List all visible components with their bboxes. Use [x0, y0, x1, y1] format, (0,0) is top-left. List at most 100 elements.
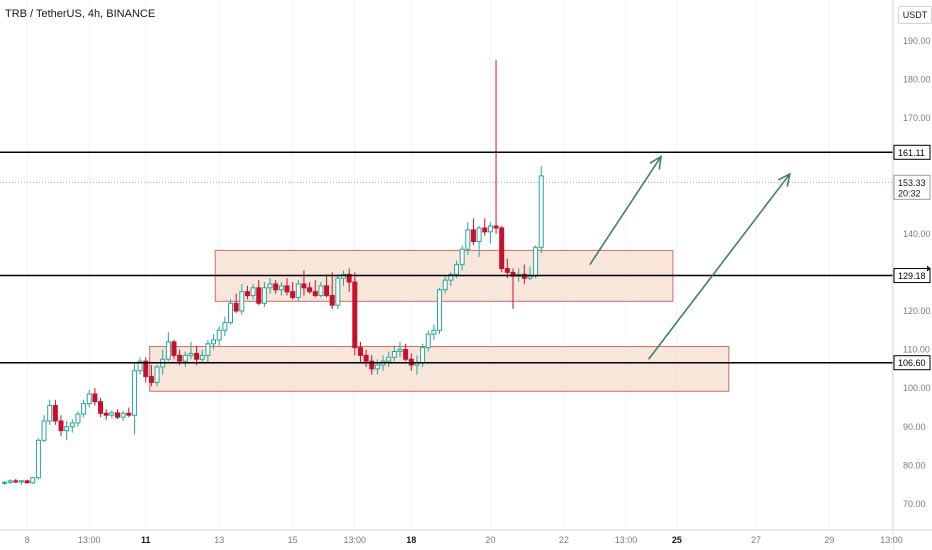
x-tick-label: 22: [559, 535, 569, 545]
candle-body: [301, 283, 307, 289]
y-tick-label: 120.00: [903, 306, 931, 316]
y-tick-label: 140.00: [903, 229, 931, 239]
candle-body: [131, 370, 137, 416]
candle-body: [324, 285, 330, 297]
candle-body: [244, 291, 250, 297]
candle-body: [437, 289, 443, 331]
candle-body: [420, 347, 426, 364]
candle-body: [35, 439, 41, 479]
x-tick-label: 13:00: [615, 535, 638, 545]
y-tick-label: 110.00: [903, 345, 930, 355]
candle-body: [148, 376, 154, 383]
candle-body: [470, 229, 476, 242]
candle-body: [233, 302, 239, 312]
candle-body: [98, 401, 104, 414]
candle-body: [177, 354, 183, 362]
x-tick-label: 15: [288, 535, 298, 545]
edge-marker-icon: [927, 265, 931, 272]
candle-body: [267, 283, 273, 289]
x-tick-label: 8: [25, 535, 30, 545]
candle-body: [442, 279, 448, 291]
candle-body: [403, 349, 409, 360]
candle-body: [75, 413, 81, 424]
candle-body: [335, 277, 341, 306]
candle-body: [256, 287, 262, 304]
candle-body: [143, 360, 149, 378]
countdown-label: 20:32: [898, 188, 921, 198]
candle-body: [369, 360, 375, 370]
candle-body: [228, 302, 233, 324]
last-price-label: 153.33: [898, 178, 926, 188]
last-price-tag: [893, 174, 931, 200]
candle-body: [199, 354, 205, 360]
y-tick-label: 170.00: [903, 113, 931, 123]
candle-body: [318, 285, 324, 297]
level-price-tag: [893, 144, 931, 160]
candle-body: [448, 273, 454, 281]
x-tick-label: 13:00: [880, 535, 903, 545]
candle-body: [126, 412, 132, 416]
candle-body: [7, 480, 13, 483]
candle-body: [295, 283, 301, 298]
candle-body: [69, 422, 75, 428]
candle-body: [261, 287, 267, 304]
x-tick-label: 13:00: [78, 535, 101, 545]
y-tick-label: 90.00: [903, 422, 926, 432]
candle-body: [120, 412, 126, 418]
candle-body: [13, 480, 19, 483]
candle-body: [329, 295, 335, 306]
candle-body: [465, 229, 471, 250]
candle-body: [487, 225, 493, 233]
axis-unit-label[interactable]: USDT: [898, 6, 932, 24]
candle-body: [374, 364, 380, 370]
time-axis-panel: [0, 530, 893, 550]
level-price-label: 106.60: [898, 358, 926, 368]
y-tick-label: 180.00: [903, 74, 931, 84]
candle-body: [154, 366, 160, 383]
candle-body: [504, 268, 510, 273]
x-tick-label: 13: [214, 535, 224, 545]
candle-body: [216, 329, 222, 341]
candle-body: [476, 227, 482, 243]
candle-body: [386, 356, 392, 362]
short-projection-arrow-head: [649, 155, 663, 170]
candle-body: [92, 393, 98, 403]
x-tick-label: 11: [141, 535, 151, 545]
candle-body: [307, 287, 313, 293]
candle-body: [278, 285, 284, 291]
candle-body: [30, 477, 36, 484]
x-tick-label: 29: [824, 535, 834, 545]
x-tick-label: 25: [672, 535, 682, 545]
candle-body: [459, 248, 465, 266]
candle-body: [2, 481, 7, 484]
candle-body: [239, 291, 245, 312]
candle-body: [182, 354, 188, 362]
candle-body: [18, 480, 24, 483]
candle-body: [41, 420, 47, 441]
lower-zone: [149, 345, 730, 392]
candle-body: [357, 347, 363, 356]
candle-body: [194, 352, 200, 360]
candle-body: [533, 246, 539, 277]
candle-body: [86, 393, 92, 405]
candle-body: [431, 329, 437, 335]
y-tick-label: 80.00: [903, 460, 926, 470]
candle-body: [137, 360, 143, 372]
candle-body: [250, 287, 256, 297]
candle-body: [222, 322, 228, 331]
candle-body: [64, 426, 70, 432]
candle-body: [47, 405, 53, 422]
candle-body: [273, 283, 279, 291]
candle-body: [24, 480, 30, 484]
candle-body: [211, 339, 217, 345]
y-tick-label: 100.00: [903, 383, 931, 393]
candle-body: [493, 225, 499, 229]
candle-body: [165, 341, 171, 360]
candle-body: [205, 343, 211, 356]
y-tick-label: 70.00: [903, 499, 926, 509]
candle-body: [391, 351, 397, 358]
candle-body: [527, 275, 533, 279]
candle-body: [499, 227, 505, 270]
candle-body: [171, 341, 177, 356]
